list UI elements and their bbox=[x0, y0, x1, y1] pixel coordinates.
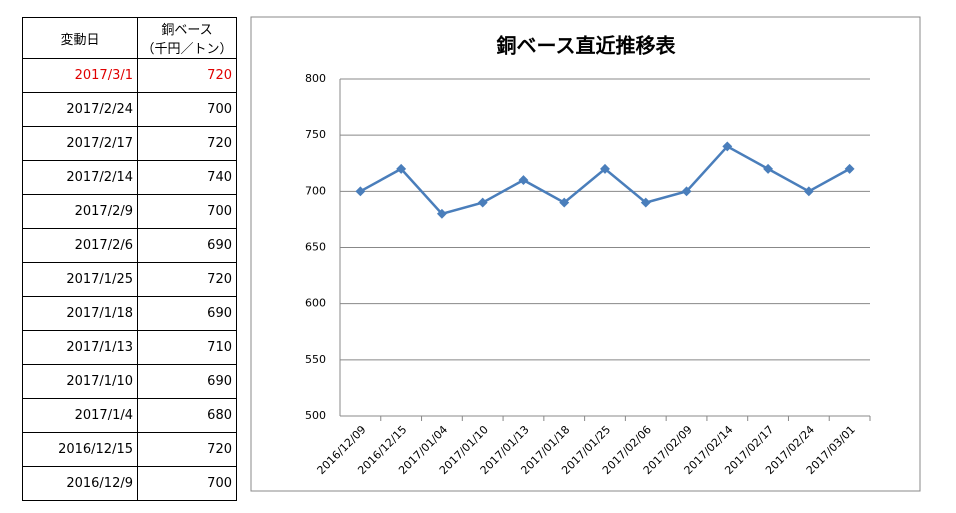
date-cell: 2017/3/1 bbox=[22, 58, 138, 93]
chart-frame bbox=[250, 16, 921, 492]
price-cell: 690 bbox=[137, 228, 237, 263]
date-cell: 2017/2/17 bbox=[22, 126, 138, 161]
price-cell: 700 bbox=[137, 466, 237, 501]
table-row: 2017/2/9 700 bbox=[22, 194, 237, 229]
table-header: 変動日 銅ベース （千円／トン） bbox=[22, 17, 237, 59]
y-tick-label: 600 bbox=[305, 297, 326, 310]
table-row: 2017/1/25 720 bbox=[22, 262, 237, 297]
date-cell: 2017/1/18 bbox=[22, 296, 138, 331]
table-row: 2016/12/9 700 bbox=[22, 466, 237, 501]
table-row: 2017/1/4 680 bbox=[22, 398, 237, 433]
data-point bbox=[477, 197, 488, 208]
price-cell: 720 bbox=[137, 126, 237, 161]
header-cell: 銅ベース （千円／トン） bbox=[137, 17, 237, 59]
table-row: 2017/3/1 720 bbox=[22, 58, 237, 93]
price-table: 変動日 銅ベース （千円／トン） 2017/3/1 720 2017/2/24 700 20… bbox=[22, 17, 237, 501]
data-point bbox=[681, 186, 692, 197]
data-point bbox=[436, 208, 447, 219]
y-tick-label: 700 bbox=[305, 184, 326, 197]
data-point bbox=[559, 197, 570, 208]
header-line: （千円／トン） bbox=[141, 42, 233, 57]
table-row: 2017/2/24 700 bbox=[22, 92, 237, 127]
y-tick-label: 650 bbox=[305, 241, 326, 254]
header-line: 銅ベース bbox=[161, 23, 213, 38]
y-tick-label: 550 bbox=[305, 353, 326, 366]
data-point bbox=[396, 163, 407, 174]
price-cell: 710 bbox=[137, 330, 237, 365]
price-cell: 700 bbox=[137, 194, 237, 229]
date-cell: 2017/2/9 bbox=[22, 194, 138, 229]
data-point bbox=[518, 175, 529, 186]
header-cell: 変動日 bbox=[22, 17, 138, 59]
data-point bbox=[803, 186, 814, 197]
chart-title: 銅ベース直近推移表 bbox=[497, 34, 677, 58]
data-point bbox=[722, 141, 733, 152]
y-tick-label: 500 bbox=[305, 409, 326, 422]
table-row: 2017/1/13 710 bbox=[22, 330, 237, 365]
price-cell: 690 bbox=[137, 364, 237, 399]
price-cell: 740 bbox=[137, 160, 237, 195]
date-cell: 2017/2/24 bbox=[22, 92, 138, 127]
data-point bbox=[640, 197, 651, 208]
y-tick-label: 750 bbox=[305, 128, 326, 141]
table-row: 2017/2/17 720 bbox=[22, 126, 237, 161]
price-cell: 720 bbox=[137, 58, 237, 93]
date-cell: 2017/1/13 bbox=[22, 330, 138, 365]
date-cell: 2016/12/9 bbox=[22, 466, 138, 501]
price-cell: 720 bbox=[137, 262, 237, 297]
date-cell: 2016/12/15 bbox=[22, 432, 138, 467]
data-point bbox=[355, 186, 366, 197]
data-point bbox=[844, 163, 855, 174]
y-tick-label: 800 bbox=[305, 72, 326, 85]
data-point bbox=[763, 163, 774, 174]
data-point bbox=[600, 163, 610, 174]
